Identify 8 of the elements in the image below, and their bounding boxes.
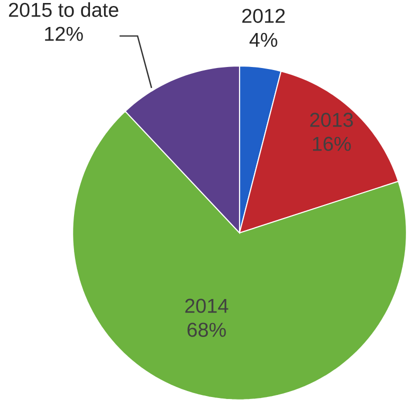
slice-label: 2014 — [185, 298, 228, 313]
data-label: 12% — [45, 26, 83, 41]
data-label: 16% — [313, 136, 351, 151]
slice-label: 2013 — [310, 112, 353, 127]
slice-label: 2015 to date — [9, 2, 118, 17]
data-label: 68% — [188, 322, 226, 337]
slice-label: 2012 — [242, 8, 285, 23]
data-label: 4% — [250, 32, 278, 47]
